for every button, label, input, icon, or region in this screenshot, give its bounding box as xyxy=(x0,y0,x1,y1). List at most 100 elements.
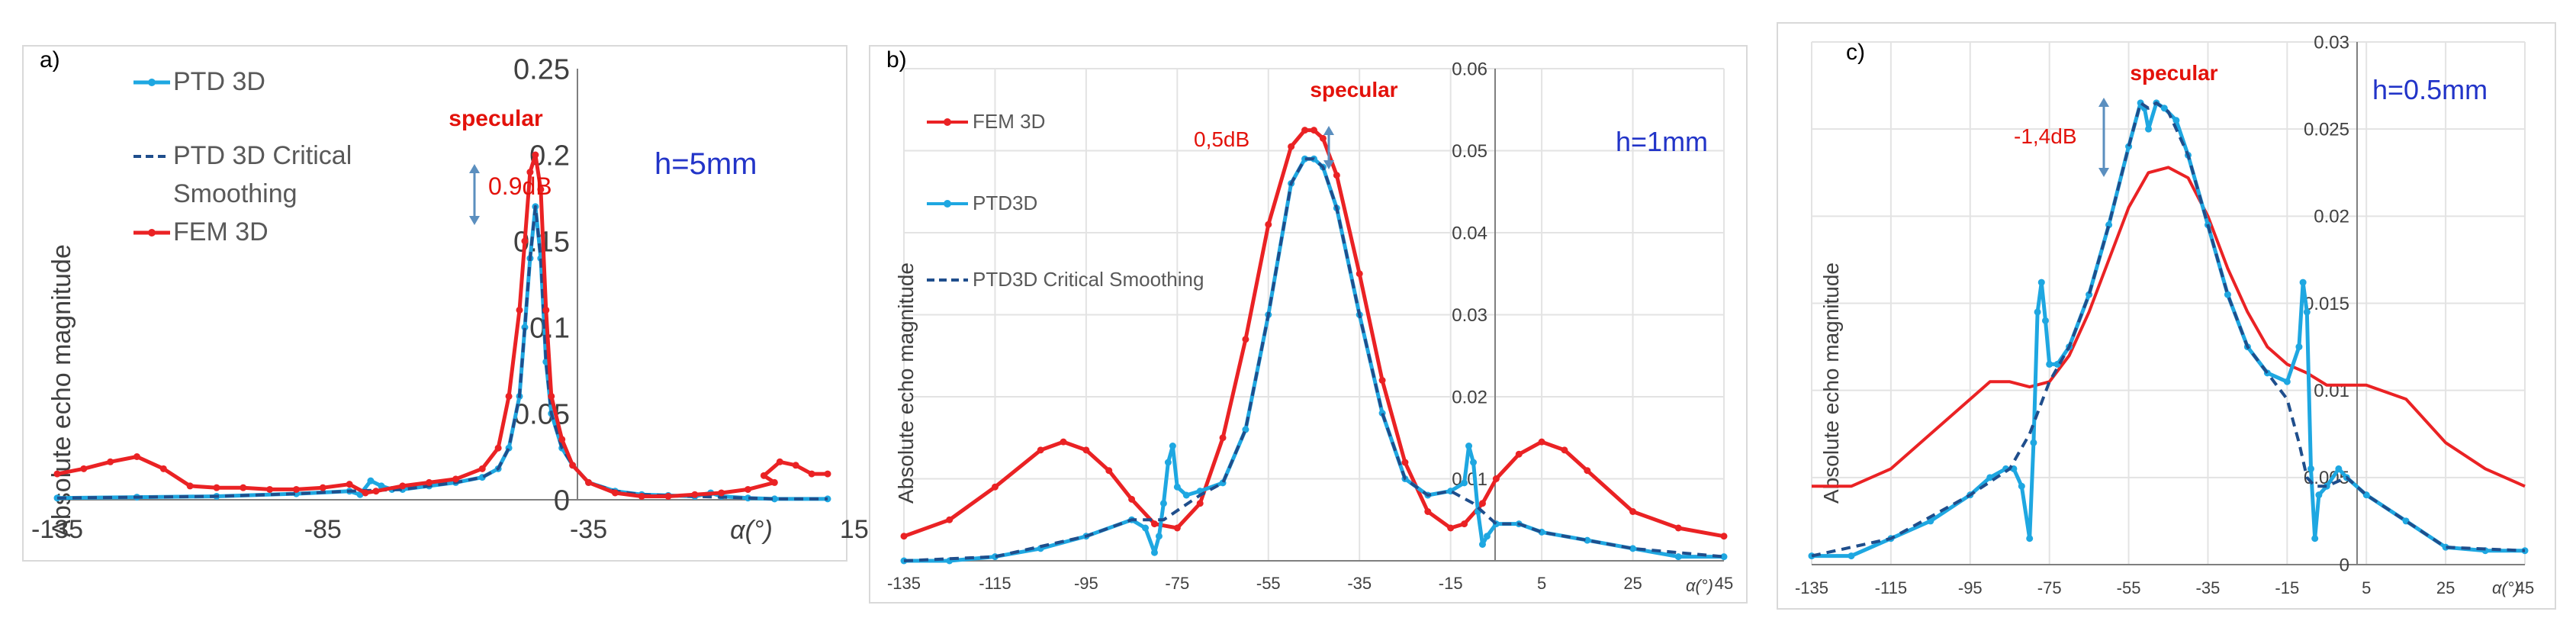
series-line-ptd3d xyxy=(1812,101,2525,559)
specular-label: specular xyxy=(1310,78,1397,101)
data-point xyxy=(1401,459,1409,466)
data-point xyxy=(1173,483,1181,491)
data-point xyxy=(2030,439,2037,446)
x-tick-label: -135 xyxy=(31,515,83,544)
data-point xyxy=(770,495,778,503)
data-point xyxy=(792,462,799,469)
y-tick-label: 0.03 xyxy=(2314,32,2349,53)
series-line-fem-3d xyxy=(1812,166,2526,488)
data-point xyxy=(1319,134,1327,142)
data-point xyxy=(1483,533,1491,540)
legend-label: PTD 3D xyxy=(173,67,265,96)
data-point xyxy=(900,533,908,540)
x-tick-label: 25 xyxy=(1623,574,1642,593)
delta-db-label: 0,5dB xyxy=(1194,127,1249,151)
data-point xyxy=(1155,533,1163,540)
y-tick-label: 0.05 xyxy=(513,398,570,430)
chart-panel-1: -135 -85 -35 1500.050.10.150.20.25α(°)Absol… xyxy=(22,45,869,562)
data-point xyxy=(1196,500,1204,507)
arrow-head-down-icon xyxy=(469,216,480,225)
data-point xyxy=(1720,533,1728,540)
height-label: h=0.5mm xyxy=(2372,74,2488,105)
chart-panel-3: -135 -115 -95 -75 -55 -35 -15 5 25 4500.0050.010.… xyxy=(1777,22,2556,610)
y-tick-label: 0.02 xyxy=(1452,387,1487,407)
data-point xyxy=(2018,482,2025,490)
data-point xyxy=(1242,336,1249,343)
data-point xyxy=(1538,438,1545,446)
data-point xyxy=(2335,465,2343,472)
y-tick-label: 0 xyxy=(2340,555,2349,575)
legend-label: FEM 3D xyxy=(173,217,269,246)
data-point xyxy=(691,491,699,498)
data-point xyxy=(2442,543,2449,551)
data-point xyxy=(2037,278,2045,286)
legend-marker xyxy=(148,229,156,237)
data-point xyxy=(2299,278,2307,286)
data-point xyxy=(186,482,194,490)
arrow-head-down-icon xyxy=(2098,168,2109,177)
data-point xyxy=(1478,500,1486,507)
data-point xyxy=(1492,475,1500,482)
data-point xyxy=(585,478,593,486)
x-tick-label: -35 xyxy=(1347,574,1372,593)
data-point xyxy=(505,392,513,400)
data-point xyxy=(1461,520,1468,528)
x-tick-label: 45 xyxy=(1715,574,1733,593)
x-tick-label: -85 xyxy=(304,515,342,544)
legend-label: PTD 3D Critical xyxy=(173,141,352,170)
data-point xyxy=(2160,105,2168,112)
y-tick-label: 0 xyxy=(554,485,570,517)
y-axis-label: Absolute echo magnitude xyxy=(1819,262,1843,504)
arrow-head-down-icon xyxy=(1323,160,1334,169)
x-tick-label: 5 xyxy=(1537,574,1546,593)
x-axis-symbol: α(°) xyxy=(1686,576,1713,595)
data-point xyxy=(808,470,815,478)
x-tick-label: -95 xyxy=(1958,578,1983,597)
panel-frame xyxy=(22,45,847,562)
panel-frame xyxy=(1777,22,2556,610)
data-point xyxy=(1356,270,1363,278)
data-point xyxy=(744,485,752,493)
data-point xyxy=(744,494,752,502)
y-axis-label: Absolute echo magnitude xyxy=(47,244,76,537)
data-point xyxy=(399,482,407,490)
data-point xyxy=(1515,450,1523,458)
series-line-fem-3d xyxy=(56,153,828,498)
data-point xyxy=(2283,378,2291,385)
data-point xyxy=(367,477,375,485)
y-tick-label: 0.025 xyxy=(2304,120,2349,140)
data-point xyxy=(1674,524,1682,532)
legend-label: FEM 3D xyxy=(973,110,1045,133)
data-point xyxy=(1142,524,1150,532)
x-axis-symbol: α(°) xyxy=(730,516,773,545)
data-point xyxy=(2172,117,2180,124)
data-point xyxy=(378,482,385,490)
data-point xyxy=(319,484,326,491)
data-point xyxy=(426,478,433,486)
data-point xyxy=(611,489,619,497)
data-point xyxy=(760,472,767,479)
data-point xyxy=(1461,479,1468,487)
data-point xyxy=(1465,443,1473,449)
y-tick-label: 0.25 xyxy=(513,53,570,85)
arrow-head-up-icon xyxy=(469,164,480,173)
x-tick-label: -15 xyxy=(1439,574,1463,593)
data-point xyxy=(718,489,725,497)
x-tick-label: -135 xyxy=(887,574,921,593)
data-point xyxy=(2323,482,2330,490)
data-point xyxy=(240,484,247,491)
data-point xyxy=(1128,495,1136,503)
data-point xyxy=(53,494,61,502)
panel-label: c) xyxy=(1846,40,1865,65)
arrow-head-up-icon xyxy=(1323,126,1334,135)
data-point xyxy=(478,465,486,472)
x-tick-label: -75 xyxy=(2037,578,2062,597)
data-point xyxy=(362,489,369,497)
data-point xyxy=(1037,446,1044,454)
x-tick-label: -115 xyxy=(979,574,1011,593)
data-point xyxy=(1424,508,1432,515)
data-point xyxy=(1150,520,1158,528)
legend-marker xyxy=(944,118,951,126)
data-point xyxy=(372,488,380,495)
